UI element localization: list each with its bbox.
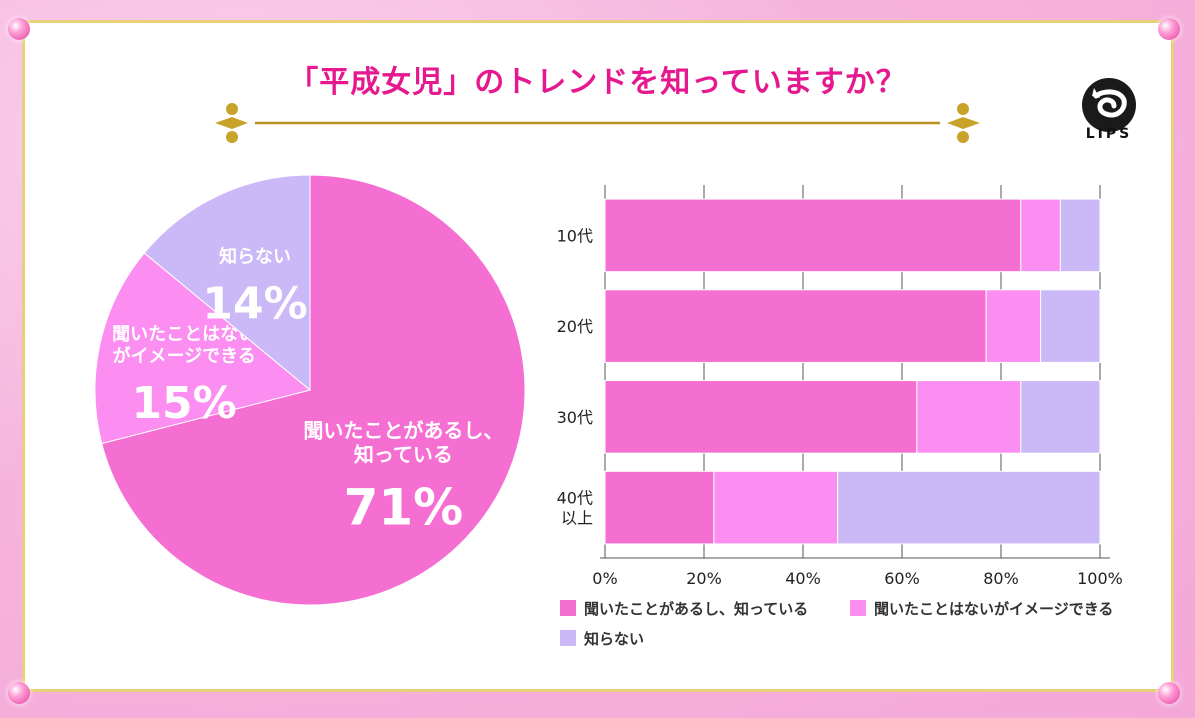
bar-segment <box>985 289 1042 363</box>
pie-slice-label: 聞いたことがあるし、 <box>303 418 503 442</box>
bar-segment <box>1020 380 1101 454</box>
pie-slice-label: 知っている <box>354 442 453 466</box>
bar-segment <box>916 380 1022 454</box>
bar-segment <box>604 470 715 545</box>
pie-slice <box>143 174 311 392</box>
pie-slice-value: 71% <box>344 478 464 536</box>
x-tick-label: 20% <box>686 569 722 588</box>
x-tick-label: 100% <box>1077 569 1123 588</box>
y-category-label: 20代 <box>557 317 593 336</box>
pie-slice <box>94 252 312 445</box>
pie-slice-label: 聞いたことはない <box>112 324 256 345</box>
bar-segment <box>1040 289 1101 363</box>
pie-slice-value: 14% <box>202 279 307 330</box>
bar-segment <box>604 380 918 454</box>
legend-swatch <box>850 600 866 616</box>
corner-gem-bottom-left <box>8 682 30 704</box>
legend-label: 聞いたことがあるし、知っている <box>584 600 808 618</box>
lips-logo <box>1082 78 1136 132</box>
bar-segment <box>713 470 839 545</box>
legend-label: 知らない <box>584 630 644 648</box>
bar-segment <box>604 289 987 363</box>
legend-label: 聞いたことはないがイメージできる <box>874 600 1113 618</box>
legend-swatch <box>560 630 576 646</box>
bar-segment <box>1059 198 1101 273</box>
legend-swatch <box>560 600 576 616</box>
y-category-label: 30代 <box>557 408 593 427</box>
corner-gem-top-right <box>1158 18 1180 40</box>
x-tick-label: 80% <box>983 569 1019 588</box>
chart-title: 「平成女児」のトレンドを知っていますか？ <box>288 65 907 100</box>
y-category-label: 10代 <box>557 226 593 245</box>
x-tick-label: 40% <box>785 569 821 588</box>
bar-segment <box>1020 198 1061 273</box>
y-category-label: 40代 <box>557 489 593 508</box>
stacked-bar-chart: 0% 20% 40% 60% 80% 100% 10代 20代 30代 40代以上聞いたことがある… <box>557 185 1123 648</box>
corner-gem-bottom-right <box>1158 682 1180 704</box>
pie-chart: 聞いたことがあるし、知っている 71% 聞いたことはないがイメージできる 15% 知らな… <box>94 174 526 606</box>
title-ornament <box>215 103 980 143</box>
pie-slice-label: がイメージできる <box>112 345 255 367</box>
bar-segment <box>604 198 1022 273</box>
pie-slice-value: 15% <box>131 378 236 429</box>
bar-segment <box>837 470 1101 545</box>
pie-slice-label: 知らない <box>219 245 291 267</box>
pie-slice <box>101 174 526 606</box>
lips-logo-text: LIPS <box>1085 126 1133 142</box>
y-category-label: 以上 <box>561 509 593 528</box>
x-tick-label: 0% <box>592 569 617 588</box>
x-tick-label: 60% <box>884 569 920 588</box>
corner-gem-top-left <box>8 18 30 40</box>
